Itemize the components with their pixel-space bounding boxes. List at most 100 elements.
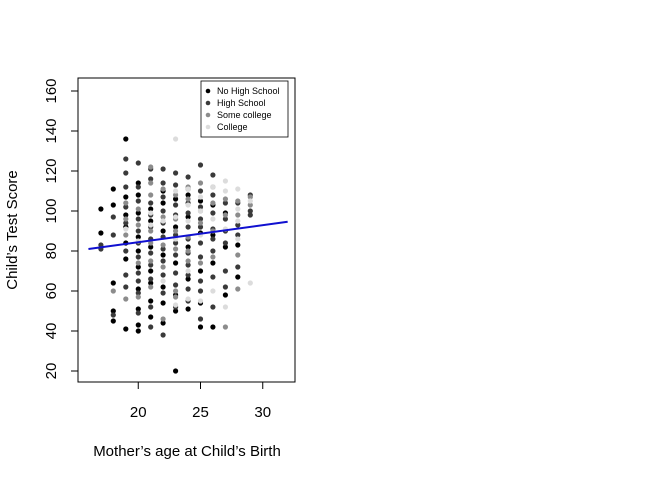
point-series-1 xyxy=(135,160,141,166)
y-axis: 20 40 60 80 100 120 140 160 xyxy=(43,78,79,379)
point-series-1 xyxy=(123,184,129,190)
point-series-2 xyxy=(148,258,154,264)
legend-label-3: College xyxy=(217,122,248,132)
point-series-1 xyxy=(197,188,204,194)
point-series-0 xyxy=(135,210,141,216)
point-series-2 xyxy=(222,324,228,330)
point-series-1 xyxy=(160,290,166,296)
point-series-2 xyxy=(185,196,191,202)
point-series-0 xyxy=(222,244,228,250)
point-series-0 xyxy=(110,202,116,208)
point-series-1 xyxy=(135,278,141,284)
point-series-1 xyxy=(173,202,179,208)
point-series-1 xyxy=(135,254,141,260)
y-tick-label: 60 xyxy=(43,283,60,300)
point-series-0 xyxy=(160,284,166,290)
point-series-3 xyxy=(185,218,191,224)
point-series-3 xyxy=(123,226,129,232)
point-series-2 xyxy=(173,294,179,300)
point-series-1 xyxy=(148,304,154,310)
x-tick-label: 30 xyxy=(254,404,271,421)
point-series-3 xyxy=(173,136,179,142)
point-series-1 xyxy=(197,240,204,246)
point-series-3 xyxy=(197,208,204,214)
point-series-2 xyxy=(173,192,179,198)
point-series-2 xyxy=(197,260,204,266)
point-series-1 xyxy=(222,268,228,274)
point-series-2 xyxy=(185,248,191,254)
x-axis-title: Mother’s age at Child’s Birth xyxy=(93,443,281,460)
point-series-2 xyxy=(235,198,241,204)
y-tick-label: 80 xyxy=(43,243,60,260)
point-series-3 xyxy=(197,298,204,304)
point-series-0 xyxy=(197,324,204,330)
point-series-2 xyxy=(197,180,204,186)
point-series-1 xyxy=(247,212,253,218)
point-series-2 xyxy=(110,288,116,294)
point-series-1 xyxy=(173,170,179,176)
y-tick-label: 120 xyxy=(43,158,60,183)
point-series-1 xyxy=(135,310,141,316)
point-series-0 xyxy=(160,252,166,258)
legend-marker-0 xyxy=(205,88,211,94)
point-series-0 xyxy=(160,300,166,306)
point-series-2 xyxy=(210,254,216,260)
point-series-3 xyxy=(173,214,179,220)
point-series-0 xyxy=(123,326,129,332)
x-axis: 20 25 30 xyxy=(130,381,271,421)
point-series-2 xyxy=(173,228,179,234)
point-series-0 xyxy=(160,320,166,326)
point-series-3 xyxy=(222,188,228,194)
point-series-2 xyxy=(185,258,191,264)
point-series-1 xyxy=(235,264,241,270)
point-series-3 xyxy=(173,188,179,194)
point-series-3 xyxy=(210,288,216,294)
point-series-1 xyxy=(135,228,141,234)
point-series-2 xyxy=(160,186,166,192)
point-series-2 xyxy=(148,192,154,198)
point-series-3 xyxy=(235,218,241,224)
fit-line-layer xyxy=(88,220,288,250)
point-series-3 xyxy=(148,222,154,228)
point-series-1 xyxy=(148,250,154,256)
y-tick-label: 100 xyxy=(43,198,60,223)
point-series-3 xyxy=(247,280,253,286)
y-tick-label: 140 xyxy=(43,118,60,143)
point-series-0 xyxy=(123,256,129,262)
point-series-1 xyxy=(123,248,129,254)
point-series-1 xyxy=(210,236,216,242)
point-series-1 xyxy=(185,272,191,278)
point-series-0 xyxy=(123,212,129,218)
scatter-points xyxy=(98,136,253,374)
point-series-0 xyxy=(222,292,228,298)
point-series-1 xyxy=(173,252,179,258)
point-series-1 xyxy=(148,262,154,268)
point-series-1 xyxy=(148,276,154,282)
point-series-2 xyxy=(123,200,129,206)
point-series-0 xyxy=(135,180,141,186)
x-tick-label: 20 xyxy=(130,404,147,421)
point-series-0 xyxy=(185,276,191,282)
point-series-1 xyxy=(160,258,166,264)
point-series-0 xyxy=(235,274,241,280)
point-series-2 xyxy=(160,214,166,220)
point-series-1 xyxy=(235,222,241,228)
point-series-1 xyxy=(123,284,129,290)
point-series-1 xyxy=(135,216,141,222)
point-series-2 xyxy=(197,220,204,226)
point-series-1 xyxy=(148,176,154,182)
point-series-1 xyxy=(185,224,191,230)
point-series-1 xyxy=(160,166,166,172)
y-tick-label: 40 xyxy=(43,323,60,340)
point-series-0 xyxy=(123,194,129,200)
point-series-1 xyxy=(222,216,228,222)
point-series-3 xyxy=(222,178,228,184)
point-series-1 xyxy=(210,248,216,254)
point-series-2 xyxy=(123,232,129,238)
point-series-1 xyxy=(123,204,129,210)
point-series-2 xyxy=(247,194,253,200)
point-series-1 xyxy=(148,200,154,206)
point-series-1 xyxy=(160,246,166,252)
point-series-2 xyxy=(148,180,154,186)
